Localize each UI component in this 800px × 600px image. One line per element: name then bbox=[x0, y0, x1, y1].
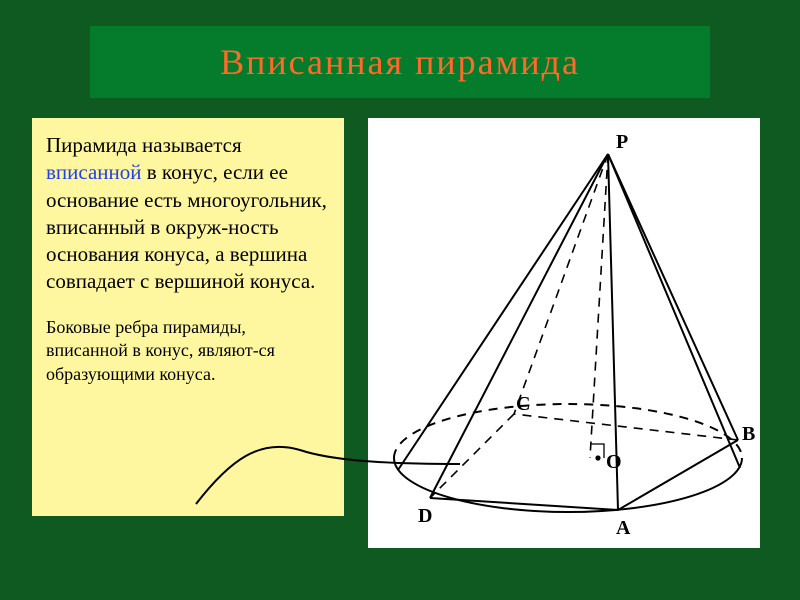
label-C: C bbox=[516, 393, 530, 415]
definition-panel: Пирамида называется вписанной в конус, е… bbox=[32, 118, 344, 516]
altitude-PO bbox=[590, 154, 608, 458]
label-O: O bbox=[606, 451, 622, 473]
edge-DA bbox=[430, 498, 618, 510]
definition-pre: Пирамида называется bbox=[46, 133, 242, 157]
slide-title: Вписанная пирамида bbox=[220, 41, 580, 83]
cone-side-left bbox=[398, 154, 608, 470]
note-text: Боковые ребра пирамиды, вписанной в кону… bbox=[46, 316, 332, 386]
ellipse-back bbox=[394, 404, 742, 458]
edge-PD bbox=[430, 154, 608, 498]
center-point bbox=[595, 455, 600, 460]
label-P: P bbox=[616, 131, 628, 153]
label-B: B bbox=[742, 423, 755, 445]
title-bar: Вписанная пирамида bbox=[90, 26, 710, 98]
edge-PB bbox=[608, 154, 738, 440]
edge-BC bbox=[514, 414, 738, 440]
cone-side-right bbox=[608, 154, 740, 468]
edge-PC bbox=[514, 154, 608, 414]
diagram-panel: P O A B C D bbox=[368, 118, 760, 548]
label-A: A bbox=[616, 517, 631, 539]
edge-CD bbox=[430, 414, 514, 498]
definition-highlight: вписанной bbox=[46, 160, 142, 184]
definition-text: Пирамида называется вписанной в конус, е… bbox=[46, 132, 332, 296]
label-D: D bbox=[418, 505, 432, 527]
cone-pyramid-diagram: P O A B C D bbox=[368, 118, 760, 548]
